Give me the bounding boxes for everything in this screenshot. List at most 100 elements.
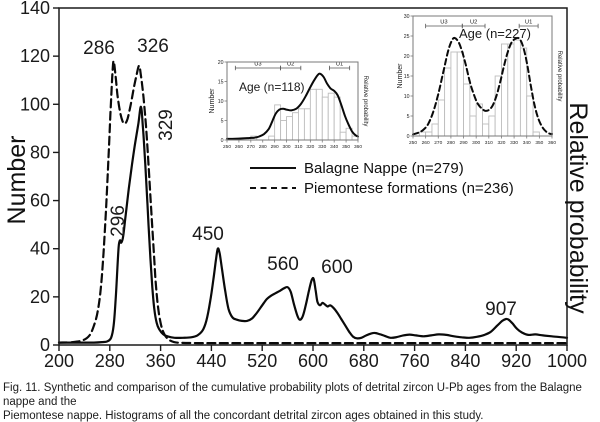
histogram-bar (339, 131, 347, 141)
peak-label-326: 326 (137, 36, 169, 57)
unit-label-U3: U3 (254, 62, 261, 68)
y-tick-label: 20 (30, 287, 50, 307)
inset-x-tick-label: 290 (271, 144, 279, 150)
inset-x-tick-label: 310 (485, 140, 493, 146)
inset-x-tick-label: 360 (548, 140, 556, 146)
histogram-bar (463, 83, 471, 137)
histogram-bar (309, 88, 317, 141)
inset-y-tick-label: 5 (407, 114, 410, 120)
histogram-bar (494, 75, 502, 137)
inset-x-tick-label: 340 (330, 144, 338, 150)
inset-y-tick-label: 20 (218, 60, 224, 66)
x-tick-label: 1000 (547, 351, 587, 371)
inset-x-tick-label: 360 (354, 144, 362, 150)
legend: Balagne Nappe (n=279) Piemontese formati… (250, 158, 514, 198)
inset_balagne-title: Age (n=118) (239, 80, 305, 94)
main-plot-group: 200 280 360 440 520 600 680 760 840 920 1000020406… (20, 0, 587, 371)
balagne-curve (57, 105, 569, 344)
histogram-bar (327, 92, 335, 141)
histogram-bar (469, 115, 477, 137)
histogram-bar (425, 131, 433, 137)
inset_piemontese-title: Age (n=227) (459, 26, 531, 41)
histogram-bar (333, 96, 341, 141)
inset-x-tick-label: 310 (294, 144, 302, 150)
histogram-bar (303, 108, 311, 141)
inset-x-tick-label: 300 (472, 140, 480, 146)
inset_piemontese-right-label: Relative probability (556, 51, 562, 102)
histogram-bar (268, 135, 276, 141)
histogram-bar (507, 43, 515, 137)
histogram-bar (444, 67, 452, 137)
inset_piemontese-ylabel: Number (397, 63, 404, 89)
inset-x-tick-label: 330 (510, 140, 518, 146)
peak-label-907: 907 (485, 299, 517, 320)
inset-y-tick-label: 30 (404, 14, 410, 20)
inset-x-tick-label: 340 (523, 140, 531, 146)
piemontese-curve (57, 59, 569, 345)
caption-line-2: Piemontese nappe. Histograms of all the … (3, 410, 484, 422)
histogram-bar (437, 99, 446, 137)
legend-label-balagne: Balagne Nappe (n=279) (304, 159, 464, 177)
inset-frame (226, 61, 359, 141)
unit-label-U2: U2 (470, 20, 477, 26)
inset_balagne-ylabel: Number (209, 88, 216, 114)
inset-y-tick-label: 5 (221, 119, 224, 125)
inset-x-tick-label: 280 (447, 140, 455, 146)
unit-label-U2: U2 (287, 62, 294, 68)
inset-x-tick-label: 350 (535, 140, 543, 146)
y-tick-label: 60 (30, 191, 50, 211)
peak-label-286: 286 (83, 38, 115, 59)
histogram-bar (286, 116, 293, 141)
inset-x-tick-label: 330 (318, 144, 326, 150)
inset-y-tick-label: 20 (404, 54, 410, 60)
inset_piemontese-group: 250 260 270 280 290 300 310 320 330 340 350 360 0 5 10… (397, 14, 562, 146)
y-tick-label: 140 (20, 0, 50, 18)
y-tick-label: 80 (30, 142, 50, 162)
inset-x-tick-label: 320 (497, 140, 505, 146)
caption-line-1: Fig. 11. Synthetic and comparison of the… (3, 382, 582, 409)
inset-y-tick-label: 15 (218, 80, 224, 86)
right-axis-label: Relative probability (564, 102, 592, 314)
inset-x-tick-label: 270 (247, 144, 255, 150)
inset-y-tick-label: 0 (221, 138, 224, 144)
histogram-bar (488, 115, 496, 137)
histogram-bar (431, 123, 439, 137)
y-tick-label: 100 (20, 94, 50, 114)
histogram-bar (298, 108, 305, 141)
inset-y-tick-label: 15 (404, 74, 410, 80)
legend-item-piemontese: Piemontese formations (n=236) (250, 178, 514, 198)
dashed-line-sample (250, 186, 296, 190)
histogram-bar (321, 96, 329, 141)
inset-y-tick-label: 10 (404, 94, 410, 100)
inset-x-tick-label: 320 (306, 144, 314, 150)
histogram-bar (280, 120, 287, 141)
x-tick-label: 440 (196, 351, 226, 371)
histogram-bar (450, 51, 458, 137)
x-tick-label: 680 (349, 351, 379, 371)
inset_balagne-right-label: Relative probability (362, 76, 368, 127)
inset_balagne-curve (226, 72, 359, 140)
inset-x-tick-label: 280 (259, 144, 267, 150)
histogram-bar (315, 88, 323, 141)
histogram-bar (482, 123, 490, 137)
unit-label-U1: U1 (525, 20, 532, 26)
histogram-bar (532, 131, 540, 137)
unit-label-U1: U1 (336, 62, 343, 68)
solid-line-sample (250, 167, 296, 169)
histogram-bar (475, 103, 483, 137)
peak-label-450: 450 (192, 224, 224, 245)
inset-x-tick-label: 290 (460, 140, 468, 146)
inset-y-tick-label: 0 (407, 134, 410, 140)
peak-label-329: 329 (156, 109, 177, 141)
legend-item-balagne: Balagne Nappe (n=279) (250, 158, 514, 178)
x-tick-label: 360 (146, 351, 176, 371)
inset-x-tick-label: 250 (409, 140, 417, 146)
inset-x-tick-label: 300 (283, 144, 291, 150)
y-tick-label: 0 (40, 335, 50, 355)
x-tick-label: 600 (298, 351, 328, 371)
main-chart: 200 280 360 440 520 600 680 760 840 920 1000 0 20 40 6… (3, 0, 592, 371)
x-tick-label: 840 (450, 351, 480, 371)
x-tick-label: 760 (400, 351, 430, 371)
histogram-bar (501, 43, 509, 137)
